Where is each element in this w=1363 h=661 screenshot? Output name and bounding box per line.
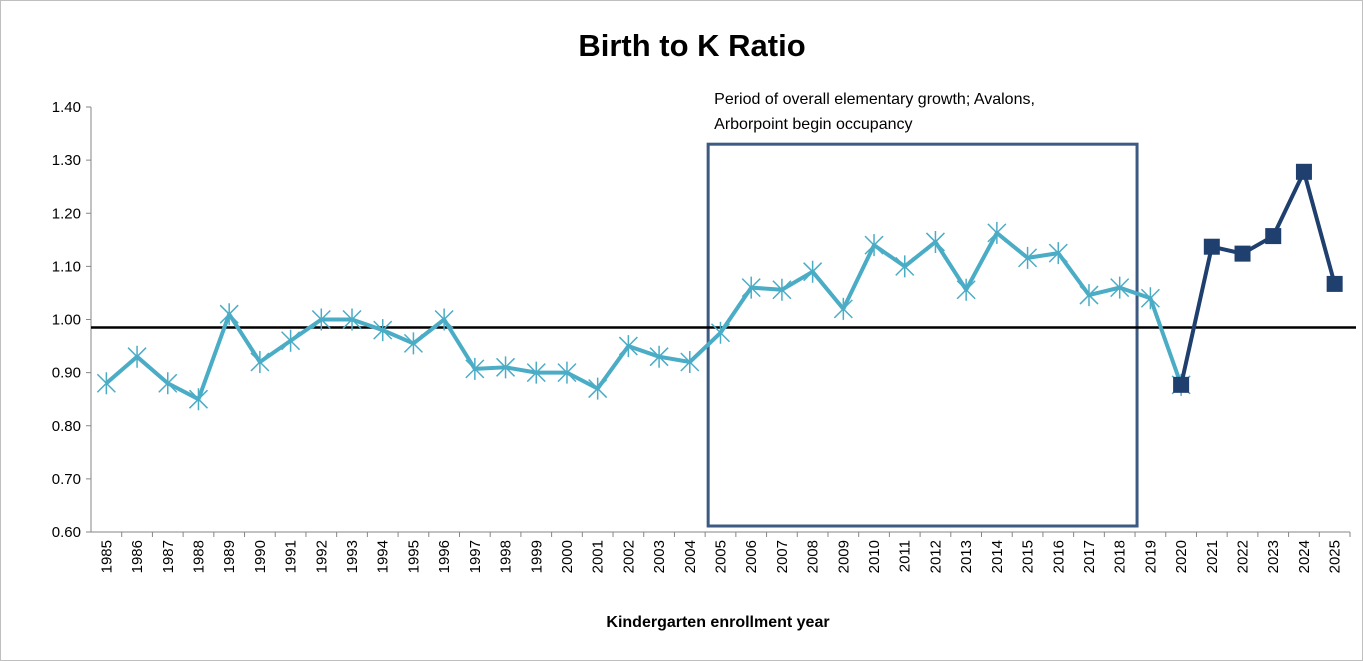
marker [158,372,178,395]
x-tick-label: 2025 [1327,540,1344,573]
x-tick-label: 2000 [559,540,576,573]
marker [680,351,700,373]
marker [373,319,393,342]
x-tick-label: 1988 [190,540,207,573]
x-tick-label: 1993 [344,540,361,573]
x-tick-label: 2002 [620,540,637,573]
marker [96,372,116,395]
highlight-box [706,142,1139,528]
x-tick-label: 1990 [252,540,269,573]
chart-title: Birth to K Ratio [578,28,805,63]
marker [219,303,239,326]
x-tick-label: 2011 [897,540,914,572]
x-tick-label: 2016 [1050,540,1067,573]
marker [710,321,731,344]
marker [1234,245,1251,262]
marker [741,276,761,299]
marker [1265,228,1282,245]
x-tick-label: 2008 [805,540,822,573]
marker [1110,276,1130,299]
marker [342,308,362,331]
x-axis-label: Kindergarten enrollment year [606,614,829,631]
x-tick-label: 2009 [835,540,852,573]
marker [895,255,915,278]
marker [188,388,209,411]
x-tick-label: 1999 [528,540,545,573]
marker [250,351,270,373]
y-tick-label: 0.70 [52,471,81,488]
x-tick-label: 2012 [927,540,944,573]
x-tick-label: 2023 [1265,540,1282,573]
x-tick-label: 2013 [958,540,975,573]
x-tick-label: 1997 [467,540,484,573]
marker [649,345,669,368]
marker [465,357,485,380]
x-tick-label: 2015 [1020,540,1037,573]
x-tick-label: 2006 [743,540,760,573]
x-tick-label: 1998 [498,540,515,573]
y-tick-label: 0.60 [52,524,81,541]
x-tick-label: 1989 [221,540,238,573]
x-tick-label: 2004 [682,540,699,573]
x-tick-label: 2020 [1173,540,1190,573]
x-tick-label: 1986 [129,540,146,573]
y-tick-label: 0.80 [52,418,81,435]
marker [925,230,945,253]
marker [1295,163,1312,180]
marker [987,221,1007,244]
y-tick-label: 1.30 [52,152,81,169]
x-tick-label: 2017 [1081,540,1098,573]
marker [1173,376,1190,393]
x-tick-label: 2001 [590,540,607,573]
marker [1018,246,1038,269]
x-tick-label: 2010 [866,540,883,573]
x-tick-label: 1985 [98,540,115,573]
y-tick-label: 1.10 [52,258,81,275]
x-tick-label: 2024 [1296,540,1313,573]
x-tick-label: 1992 [313,540,330,573]
y-tick-label: 1.20 [52,205,81,222]
annotation: Period of overall elementary growth; Ava… [714,91,1035,108]
y-tick-label: 0.90 [52,365,81,382]
x-tick-label: 1996 [436,540,453,573]
series-line [1179,169,1337,386]
marker [281,329,301,352]
marker [1326,275,1343,292]
y-tick-label: 1.40 [52,99,81,116]
x-tick-label: 2022 [1235,540,1252,573]
marker [434,308,454,331]
marker [956,278,976,301]
x-tick-label: 1995 [405,540,422,573]
marker [833,297,853,320]
x-tick-label: 2019 [1142,540,1159,573]
marker [618,335,638,358]
x-tick-label: 1991 [283,540,300,573]
x-tick-label: 2018 [1112,540,1129,573]
x-tick-label: 1994 [375,540,392,573]
marker [1140,287,1160,310]
annotation: Arborpoint begin occupancy [714,116,912,133]
marker [772,278,792,301]
x-tick-label: 2003 [651,540,668,573]
marker [311,308,331,331]
x-tick-label: 2014 [989,540,1006,573]
marker [1048,242,1068,265]
marker [557,361,577,384]
marker [1203,238,1220,255]
marker [496,356,516,379]
x-tick-label: 2007 [774,540,791,573]
marker [588,377,608,400]
marker [526,361,546,384]
x-tick-label: 1987 [160,540,177,573]
marker [1079,284,1099,307]
marker [403,332,423,355]
marker [127,345,147,368]
marker [864,234,884,257]
x-tick-label: 2021 [1204,540,1221,573]
x-tick-label: 2005 [713,540,730,573]
marker [803,260,823,283]
y-tick-label: 1.00 [52,312,81,329]
